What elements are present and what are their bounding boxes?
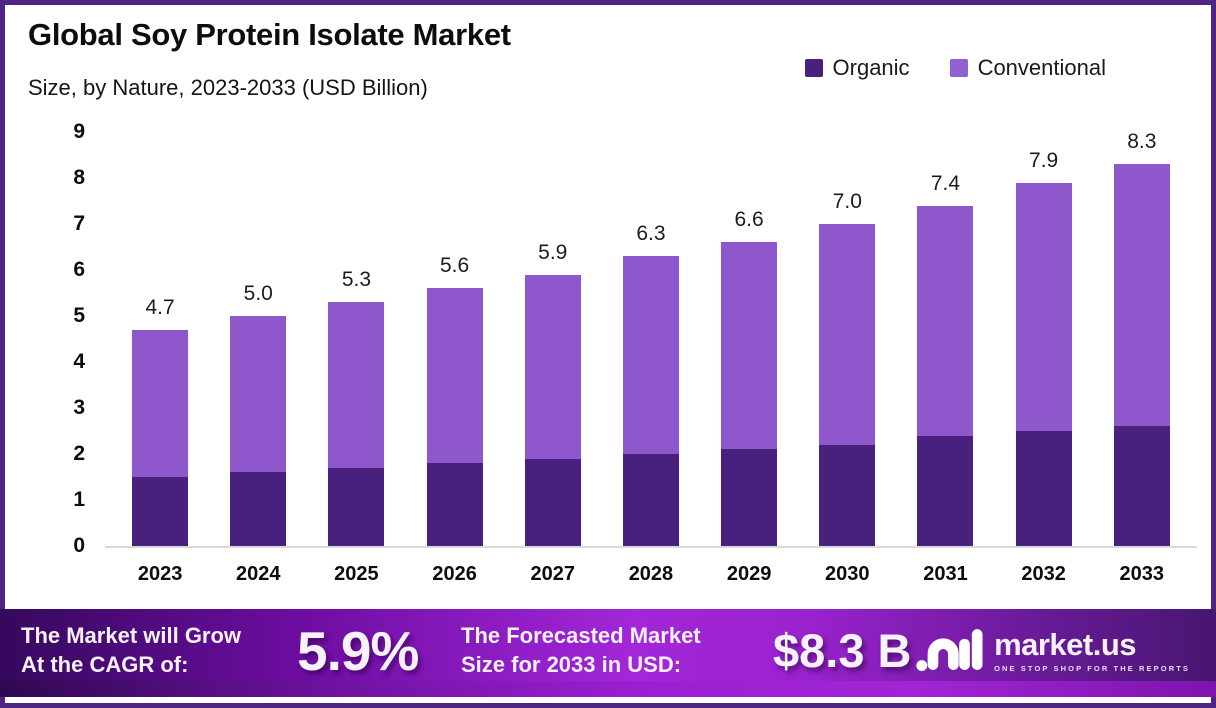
x-tick-label: 2025 — [334, 563, 379, 585]
bar-segment-conventional — [1113, 164, 1170, 427]
y-tick-label: 5 — [73, 304, 85, 327]
forecast-label: The Forecasted Market Size for 2033 in U… — [461, 622, 765, 678]
bar-segment-organic — [917, 435, 974, 546]
legend-item-organic: Organic — [804, 55, 910, 81]
bar-segment-organic — [230, 472, 287, 546]
cagr-label-line2: At the CAGR of: — [21, 651, 189, 677]
x-tick-label: 2030 — [825, 563, 870, 585]
legend-label-organic: Organic — [832, 55, 910, 80]
legend-label-conventional: Conventional — [977, 55, 1106, 80]
bar-segment-conventional — [132, 329, 189, 477]
marketus-logo-icon — [916, 628, 983, 671]
x-tick-label: 2024 — [236, 563, 281, 585]
page-subtitle: Size, by Nature, 2023-2033 (USD Billion) — [28, 75, 428, 100]
y-tick-label: 6 — [73, 258, 85, 281]
bar-total-label: 8.3 — [1127, 130, 1157, 154]
brand-logo: market.us ONE STOP SHOP FOR THE REPORTS — [915, 624, 1190, 678]
bar-segment-organic — [132, 477, 189, 546]
cagr-label: The Market will Grow At the CAGR of: — [21, 622, 297, 678]
chart-plot-area: 0 1 2 3 4 5 6 7 8 9 4.7 5.0 5.3 5.6 5.9 6.3 6.6 7.0 7.4 7.… — [73, 120, 1197, 557]
bar-total-label: 5.3 — [341, 268, 372, 292]
cagr-label-line1: The Market will Grow — [21, 623, 242, 649]
brand-tagline: ONE STOP SHOP FOR THE REPORTS — [994, 663, 1190, 673]
conventional-swatch-icon — [949, 59, 968, 77]
x-tick-label: 2027 — [530, 563, 576, 585]
brand-text-block: market.us ONE STOP SHOP FOR THE REPORTS — [994, 629, 1190, 673]
bar-segment-conventional — [426, 288, 483, 464]
bar-segment-conventional — [230, 316, 287, 473]
bar-segment-conventional — [917, 205, 974, 436]
page-title: Global Soy Protein Isolate Market — [28, 17, 511, 52]
x-tick-label: 2033 — [1119, 563, 1165, 585]
y-tick-label: 4 — [73, 350, 85, 373]
cagr-value: 5.9% — [297, 619, 419, 682]
x-tick-label: 2028 — [628, 563, 674, 585]
bar-total-label: 5.9 — [538, 240, 568, 264]
x-tick-label: 2026 — [432, 563, 477, 585]
bar-segment-conventional — [819, 224, 876, 445]
y-tick-label: 2 — [73, 442, 85, 465]
bar-segment-organic — [1015, 431, 1072, 546]
organic-swatch-icon — [804, 59, 823, 77]
bars: 4.7 5.0 5.3 5.6 5.9 6.3 6.6 7.0 7.4 7.9 8.3 — [105, 130, 1197, 546]
footer-banner: The Market will Grow At the CAGR of: 5.9… — [0, 609, 1216, 697]
x-tick-label: 2023 — [137, 563, 183, 585]
bar-group: 5.9 — [524, 134, 581, 546]
banner-bottom-strip — [0, 681, 1216, 697]
y-tick-label: 1 — [73, 488, 85, 511]
y-tick-label: 8 — [73, 166, 85, 189]
bar-group: 5.0 — [230, 134, 287, 546]
bar-group: 5.6 — [426, 134, 483, 546]
bar-segment-organic — [622, 454, 679, 546]
bar-segment-organic — [819, 444, 876, 546]
x-tick-label: 2029 — [726, 563, 772, 585]
brand-name: market.us — [994, 626, 1137, 662]
bar-segment-organic — [426, 463, 483, 546]
legend-item-conventional: Conventional — [949, 55, 1106, 81]
bar-group: 5.3 — [328, 134, 385, 546]
bar-group: 6.3 — [622, 134, 679, 546]
bar-segment-organic — [328, 467, 385, 546]
bar-segment-conventional — [524, 274, 581, 459]
bar-segment-organic — [721, 449, 778, 546]
bar-segment-conventional — [721, 242, 778, 450]
forecast-value: $8.3 B — [773, 624, 912, 677]
x-axis-labels: 2023 2024 2025 2026 2027 2028 2029 2030 2031 2032… — [105, 563, 1197, 586]
bar-total-label: 6.6 — [734, 208, 764, 232]
forecast-label-line2: Size for 2033 in USD: — [461, 651, 682, 677]
bar-group: 7.9 — [1015, 134, 1072, 546]
bar-group: 7.4 — [917, 134, 974, 546]
bar-segment-organic — [1113, 426, 1170, 546]
bar-group: 4.7 — [132, 134, 189, 546]
bar-segment-conventional — [328, 302, 385, 468]
y-tick-label: 0 — [73, 534, 85, 557]
x-tick-label: 2031 — [923, 563, 968, 585]
bar-segment-conventional — [622, 256, 679, 454]
bar-total-label: 5.0 — [243, 282, 273, 305]
bar-total-label: 7.9 — [1029, 148, 1059, 172]
bar-total-label: 6.3 — [636, 222, 666, 246]
bar-total-label: 7.4 — [930, 171, 961, 195]
bar-segment-conventional — [1015, 182, 1072, 431]
y-tick-label: 3 — [73, 396, 85, 419]
bar-total-label: 7.0 — [832, 190, 862, 213]
chart-legend: Organic Conventional — [804, 55, 1106, 81]
bar-segment-organic — [524, 458, 581, 546]
bar-group: 8.3 — [1113, 130, 1170, 546]
y-tick-label: 9 — [73, 120, 85, 143]
bar-total-label: 5.6 — [439, 254, 470, 278]
bar-group: 7.0 — [819, 134, 876, 546]
x-tick-label: 2032 — [1021, 563, 1066, 585]
bar-total-label: 4.7 — [145, 295, 175, 319]
y-tick-label: 7 — [73, 212, 85, 235]
bar-group: 6.6 — [721, 134, 778, 546]
forecast-label-line1: The Forecasted Market — [461, 623, 701, 649]
